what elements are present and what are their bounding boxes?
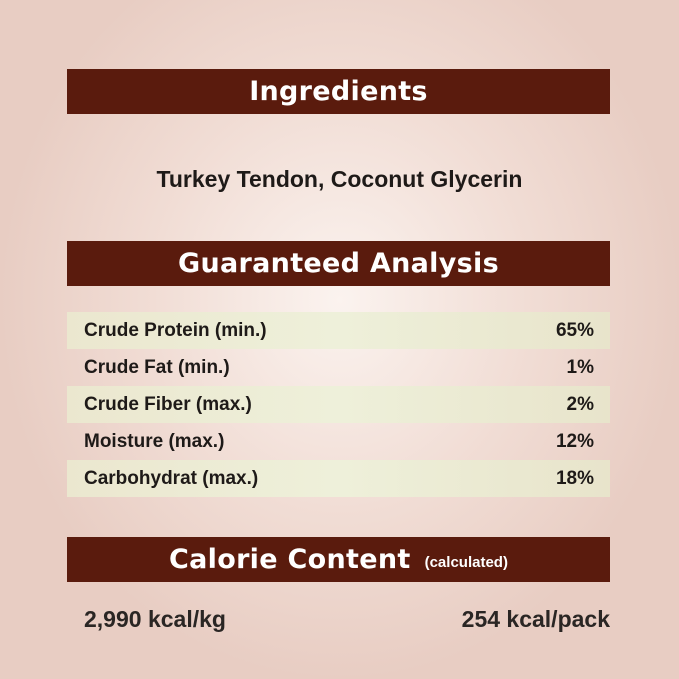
row-value: 12% xyxy=(555,430,594,452)
table-row: Carbohydrat (max.) 18% xyxy=(67,460,610,497)
calorie-per-kg: 2,990 kcal/kg xyxy=(84,606,226,632)
row-value: 65% xyxy=(555,319,594,341)
table-row: Moisture (max.) 12% xyxy=(67,423,610,460)
analysis-banner: Guaranteed Analysis xyxy=(67,241,610,286)
calorie-subtitle: (calculated) xyxy=(424,554,508,571)
row-label: Crude Fat (min.) xyxy=(84,356,230,378)
row-value: 2% xyxy=(566,393,594,415)
calorie-title: Calorie Content xyxy=(169,544,411,575)
ingredients-banner: Ingredients xyxy=(67,69,610,114)
row-label: Crude Fiber (max.) xyxy=(84,393,252,415)
row-label: Moisture (max.) xyxy=(84,430,225,452)
ingredients-title: Ingredients xyxy=(249,76,428,107)
table-row: Crude Fat (min.) 1% xyxy=(67,349,610,386)
row-label: Carbohydrat (max.) xyxy=(84,467,259,489)
row-value: 1% xyxy=(566,356,594,378)
calorie-per-pack: 254 kcal/pack xyxy=(461,606,610,632)
calorie-banner: Calorie Content (calculated) xyxy=(67,537,610,582)
table-row: Crude Protein (min.) 65% xyxy=(67,312,610,349)
row-value: 18% xyxy=(555,467,594,489)
row-label: Crude Protein (min.) xyxy=(84,319,267,341)
analysis-table: Crude Protein (min.) 65% Crude Fat (min.)… xyxy=(67,312,610,497)
table-row: Crude Fiber (max.) 2% xyxy=(67,386,610,423)
ingredients-text: Turkey Tendon, Coconut Glycerin xyxy=(156,166,523,192)
analysis-title: Guaranteed Analysis xyxy=(178,248,499,279)
